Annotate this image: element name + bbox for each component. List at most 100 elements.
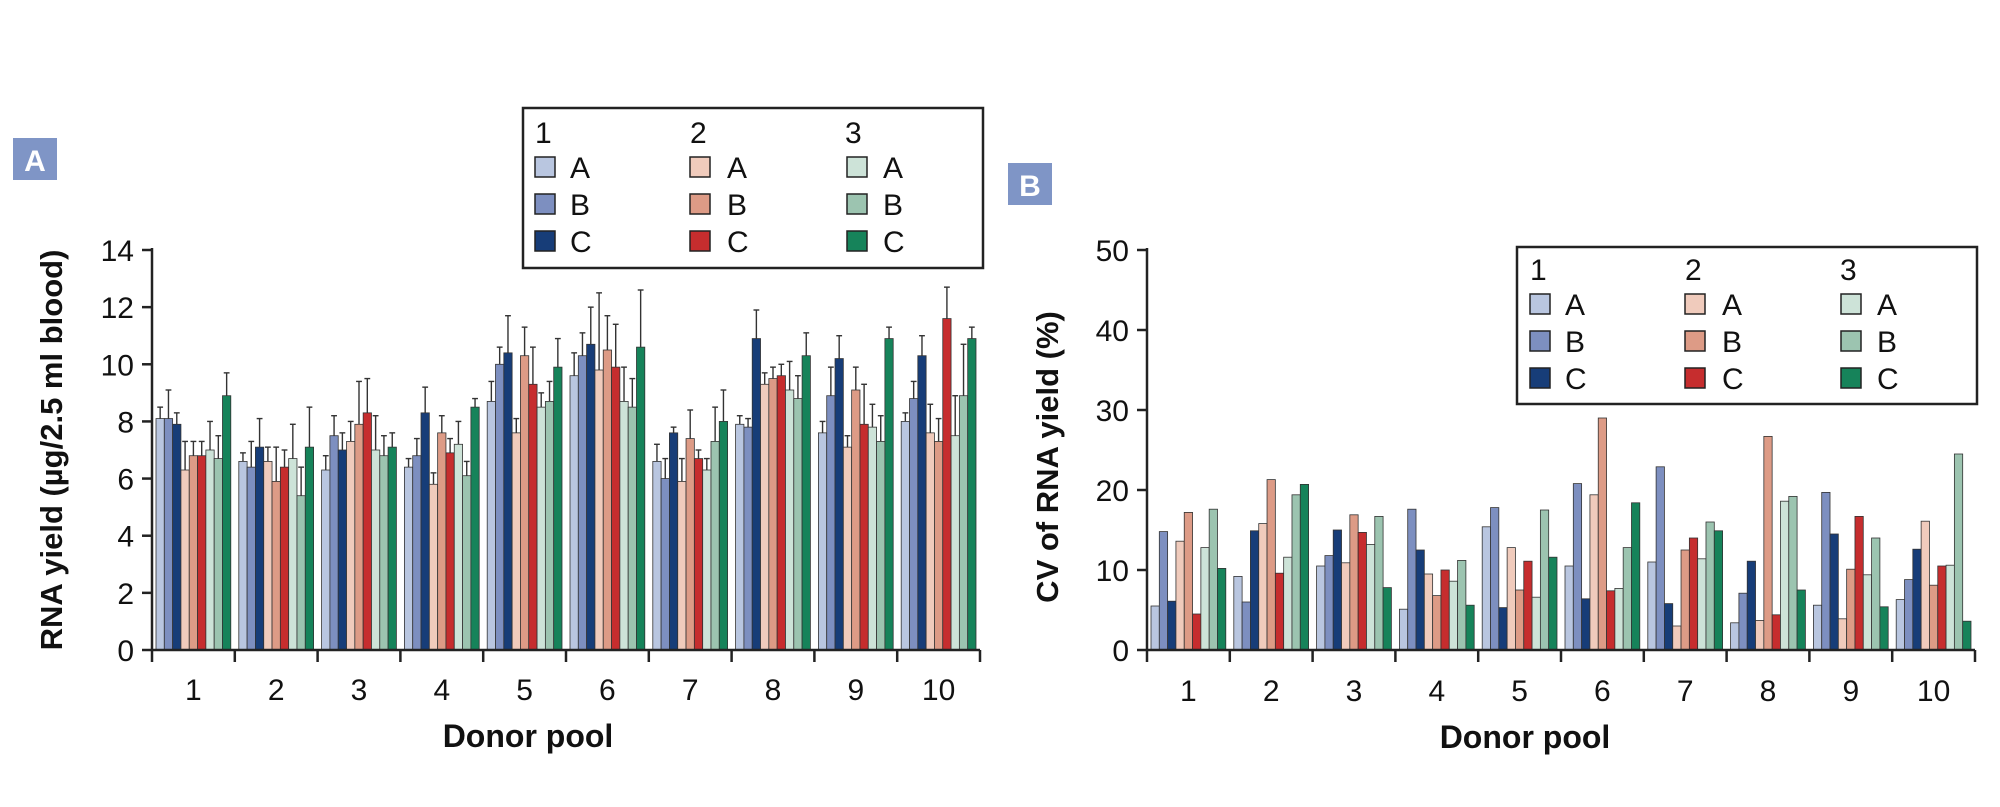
legend-a-label-1c: C bbox=[570, 226, 592, 259]
error-bar-a-pool10-3a bbox=[952, 395, 959, 436]
y-axis-title-b: CV of RNA yield (%) bbox=[1030, 311, 1065, 603]
bar-a-pool5-1a bbox=[486, 401, 496, 651]
error-bar-a-pool2-2a bbox=[264, 446, 271, 462]
x-tick-label-a: 8 bbox=[765, 674, 782, 707]
legend-b-swatch-3b bbox=[1840, 330, 1862, 352]
bar-a-pool2-3c bbox=[304, 446, 315, 651]
legend-b-label-2c: C bbox=[1722, 363, 1744, 396]
legend-b-label-1a: A bbox=[1565, 289, 1585, 322]
bar-a-pool9-2b bbox=[851, 389, 861, 651]
legend-a-group-2: 2 bbox=[690, 117, 707, 150]
bar-a-pool4-2c bbox=[445, 452, 455, 651]
bar-a-pool9-3b bbox=[876, 441, 886, 651]
bar-b-pool1-2b bbox=[1183, 512, 1193, 651]
bar-a-pool3-3b bbox=[379, 455, 389, 651]
error-bar-a-pool7-3c bbox=[720, 389, 727, 422]
legend-a-swatch-3b bbox=[846, 193, 868, 215]
error-bar-a-pool5-1c bbox=[505, 315, 511, 353]
bar-a-pool10-1a bbox=[900, 421, 910, 651]
x-axis-title-a: Donor pool bbox=[443, 718, 614, 754]
bar-b-pool1-3a bbox=[1200, 547, 1210, 651]
bar-b-pool2-2b bbox=[1266, 479, 1276, 651]
bar-a-pool4-2b bbox=[437, 432, 447, 651]
bar-b-pool2-2a bbox=[1258, 523, 1268, 651]
bar-a-pool8-3c bbox=[801, 355, 811, 651]
legend-a-frame bbox=[521, 106, 985, 270]
bar-a-pool1-3b bbox=[213, 458, 223, 651]
bar-b-pool1-2a bbox=[1175, 540, 1185, 651]
error-bar-a-pool6-1c bbox=[587, 306, 594, 345]
error-bar-a-pool3-2a bbox=[347, 420, 354, 442]
bar-b-pool8-3c bbox=[1796, 589, 1806, 651]
bar-b-pool4-2b bbox=[1432, 595, 1442, 651]
bar-b-pool8-2b bbox=[1763, 435, 1773, 651]
error-bar-a-pool9-1b bbox=[827, 366, 834, 396]
error-bar-a-pool3-1b bbox=[331, 415, 337, 436]
error-bar-a-pool10-3b bbox=[960, 343, 967, 396]
legend-a-label-1a: A bbox=[570, 152, 590, 185]
bar-b-pool4-1a bbox=[1399, 608, 1409, 651]
legend-b-label-1c: C bbox=[1565, 363, 1587, 396]
bar-b-pool10-3c bbox=[1962, 620, 1972, 651]
bar-b-pool8-2a bbox=[1755, 620, 1765, 651]
x-tick-label-a: 6 bbox=[599, 674, 616, 707]
error-bar-a-pool10-1b bbox=[910, 380, 917, 399]
error-bar-a-pool10-1a bbox=[902, 412, 909, 422]
bar-b-pool6-1a bbox=[1564, 565, 1574, 651]
x-tick-label-a: 7 bbox=[682, 674, 699, 707]
error-bar-a-pool4-1b bbox=[413, 437, 420, 456]
y-tick-label-b: 40 bbox=[1096, 315, 1129, 348]
bar-b-pool1-1a bbox=[1150, 605, 1160, 651]
bar-b-pool4-1b bbox=[1407, 508, 1417, 651]
bar-a-pool3-2b bbox=[354, 423, 364, 651]
y-axis-title-a: RNA yield (µg/2.5 ml blood) bbox=[34, 250, 69, 651]
bar-b-pool3-2a bbox=[1341, 562, 1351, 651]
bar-a-pool8-2b bbox=[768, 378, 778, 651]
bar-b-pool4-1c bbox=[1415, 549, 1425, 651]
bar-b-pool4-2c bbox=[1440, 569, 1450, 651]
bar-a-pool5-2b bbox=[520, 355, 530, 651]
error-bar-a-pool8-3c bbox=[803, 332, 810, 356]
error-bar-a-pool1-2c bbox=[198, 440, 205, 456]
x-tick-label-b: 4 bbox=[1428, 675, 1445, 708]
bar-b-pool8-3a bbox=[1780, 500, 1790, 651]
bar-b-pool3-3a bbox=[1366, 544, 1376, 651]
bar-b-pool7-3a bbox=[1697, 558, 1707, 651]
bar-a-pool1-1b bbox=[163, 418, 174, 651]
bar-a-pool1-3a bbox=[205, 449, 215, 651]
x-tick-label-a: 10 bbox=[922, 674, 955, 707]
chart-panel-a: A RNA yield (µg/2.5 ml blood) Donor pool… bbox=[13, 106, 985, 754]
legend-a-group-1: 1 bbox=[535, 117, 552, 150]
bar-a-pool2-1c bbox=[255, 446, 265, 651]
bar-a-pool4-2a bbox=[428, 483, 439, 651]
error-bar-a-pool5-1b bbox=[496, 346, 503, 365]
bar-b-pool5-3b bbox=[1539, 509, 1550, 651]
bar-a-pool4-1b bbox=[412, 455, 422, 651]
error-bar-a-pool3-2c bbox=[364, 377, 371, 413]
error-bar-a-pool4-1a bbox=[405, 457, 412, 468]
error-bar-a-pool3-1c bbox=[339, 432, 346, 450]
bar-a-pool8-3b bbox=[793, 398, 803, 651]
bar-a-pool6-2b bbox=[602, 349, 612, 651]
bar-a-pool4-3a bbox=[453, 443, 463, 651]
bar-a-pool10-2b bbox=[934, 441, 944, 651]
bar-b-pool4-2a bbox=[1423, 573, 1434, 651]
legend-a-swatch-2b bbox=[689, 193, 711, 215]
x-tick-label-b: 5 bbox=[1511, 675, 1528, 708]
bar-a-pool7-3a bbox=[702, 469, 712, 651]
x-tick-label-a: 2 bbox=[268, 674, 285, 707]
error-bar-a-pool5-2a bbox=[513, 417, 520, 433]
bar-a-pool7-1b bbox=[660, 478, 670, 651]
error-bar-a-pool1-3a bbox=[207, 420, 213, 450]
error-bar-a-pool1-1b bbox=[165, 389, 172, 419]
legend-b-group-2: 2 bbox=[1685, 254, 1702, 287]
bar-a-pool8-3a bbox=[785, 389, 795, 651]
bar-a-pool7-1a bbox=[652, 461, 662, 651]
y-tick-label-b: 30 bbox=[1096, 395, 1129, 428]
legend-b: 1 2 3 A B C A B C A B C bbox=[1515, 245, 1979, 406]
y-tick-label-a: 0 bbox=[117, 635, 134, 668]
bar-a-pool2-1b bbox=[246, 466, 256, 651]
panel-a-badge bbox=[13, 138, 57, 180]
bar-b-pool7-1a bbox=[1647, 561, 1657, 651]
bar-a-pool6-1b bbox=[577, 355, 588, 651]
